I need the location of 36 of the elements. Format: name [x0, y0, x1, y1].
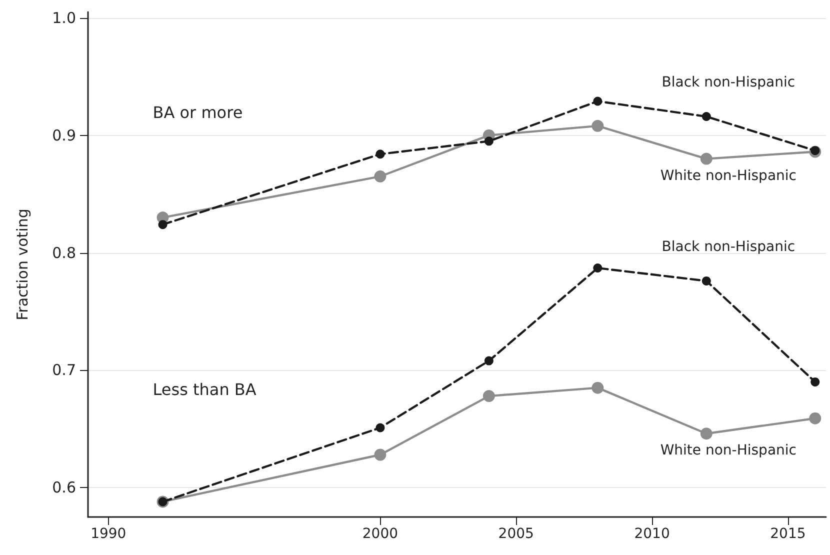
y-tick-label: 1.0 — [52, 8, 76, 27]
point — [700, 428, 712, 440]
series-label: White non-Hispanic — [660, 168, 796, 184]
x-tick-label: 1990 — [90, 526, 126, 542]
point — [376, 423, 385, 432]
point — [810, 146, 820, 156]
point — [593, 96, 602, 106]
point — [482, 390, 495, 402]
x-tick-label: 2000 — [362, 526, 398, 542]
x-tick-label: 2010 — [634, 526, 670, 542]
point — [484, 136, 494, 146]
y-tick-label: 0.6 — [52, 478, 76, 497]
series-label: White non-Hispanic — [660, 442, 796, 459]
x-tick-label: 2015 — [770, 526, 806, 542]
point — [593, 264, 602, 273]
series-label: Black non-Hispanic — [662, 238, 796, 255]
point — [592, 382, 604, 394]
y-tick-label: 0.8 — [52, 244, 76, 262]
x-tick-label: 2005 — [498, 526, 534, 542]
y-axis-title: Fraction voting — [14, 208, 32, 320]
annotation: Less than BA — [152, 380, 256, 400]
point — [484, 356, 494, 366]
point — [702, 112, 711, 122]
point — [702, 276, 711, 286]
point — [158, 220, 168, 230]
y-tick-label: 0.7 — [52, 361, 76, 380]
point — [700, 152, 712, 165]
annotation: BA or more — [152, 103, 243, 122]
point — [376, 150, 385, 159]
point — [374, 448, 386, 461]
series-label: Black non-Hispanic — [662, 74, 796, 91]
point — [592, 120, 604, 132]
point — [374, 170, 386, 182]
point — [810, 377, 820, 386]
y-tick-label: 0.9 — [52, 126, 76, 144]
point — [809, 412, 822, 424]
